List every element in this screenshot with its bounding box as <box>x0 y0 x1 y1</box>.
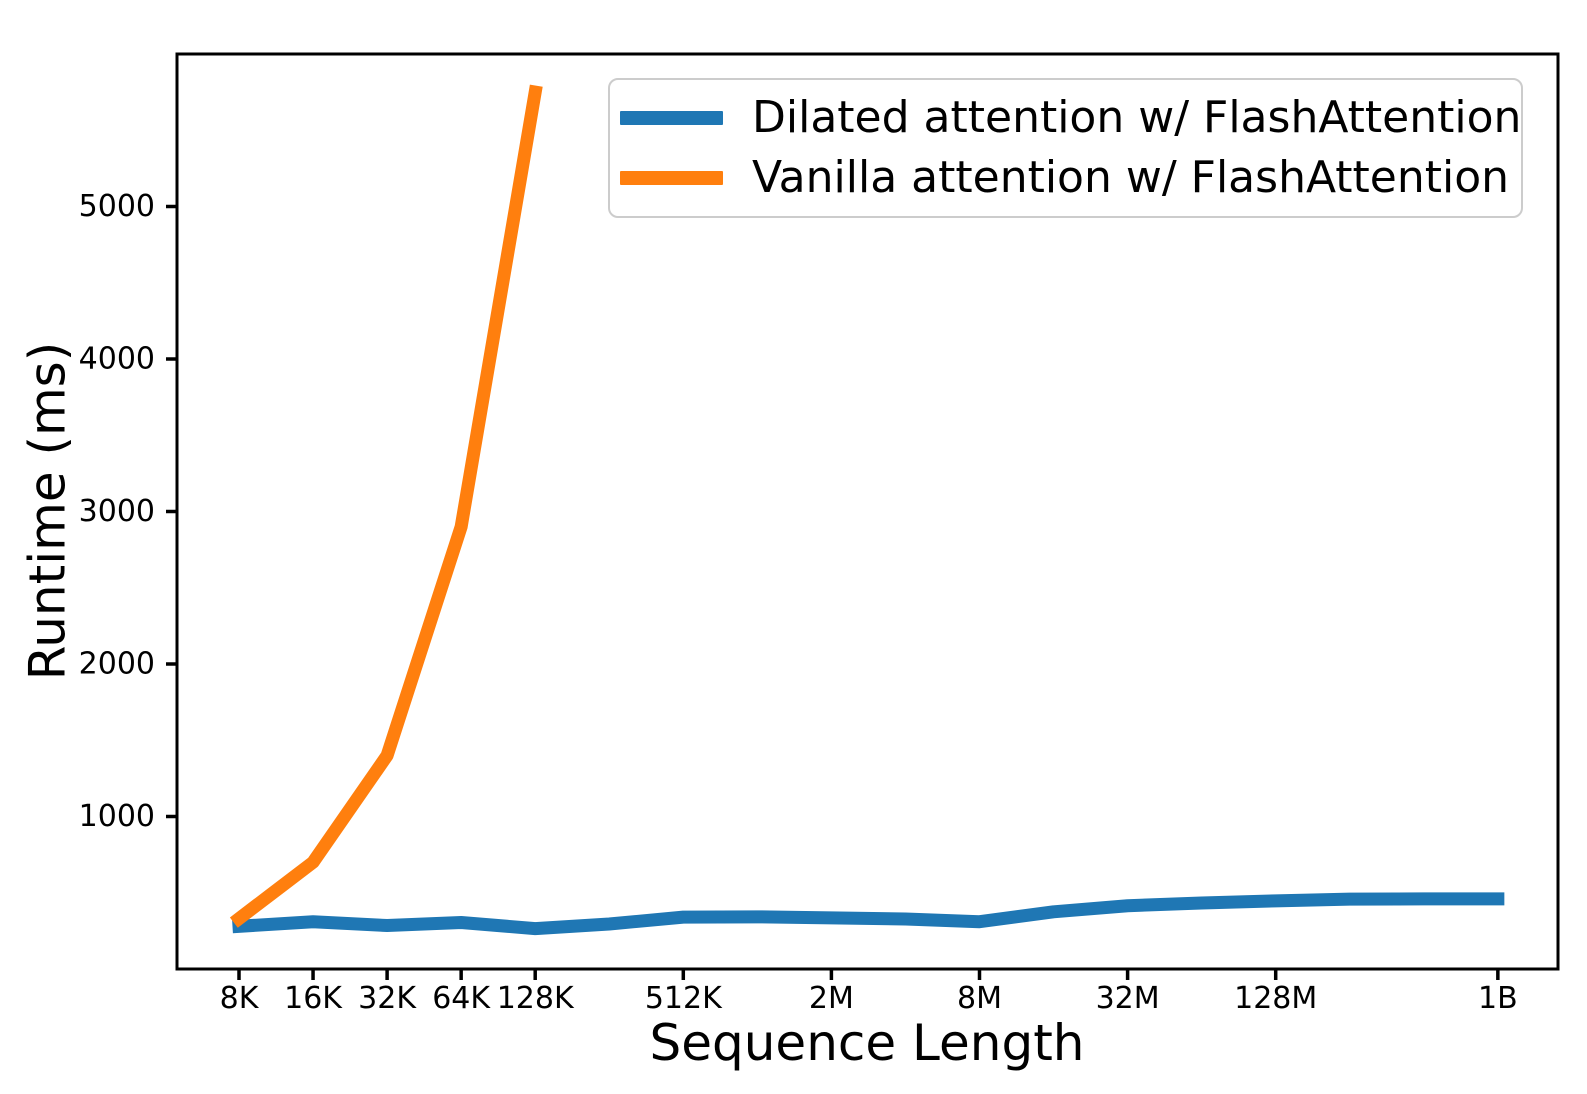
x-axis-label: Sequence Length <box>649 1014 1085 1072</box>
series-line-1 <box>229 84 543 928</box>
legend-item-dilated-attention: Dilated attention w/ FlashAttention <box>620 96 1521 140</box>
legend-label-dilated-attention: Dilated attention w/ FlashAttention <box>752 92 1522 143</box>
x-tick-label: 16K <box>284 981 343 1016</box>
y-tick-label: 1000 <box>79 799 155 834</box>
x-tick-label: 64K <box>432 981 491 1016</box>
y-axis-label: Runtime (ms) <box>18 341 77 681</box>
x-tick-label: 8M <box>957 981 1002 1016</box>
x-tick-label: 128M <box>1234 981 1317 1016</box>
x-tick-label: 32M <box>1096 981 1160 1016</box>
x-tick-label: 32K <box>358 981 417 1016</box>
legend-label-vanilla-attention: Vanilla attention w/ FlashAttention <box>752 152 1510 203</box>
legend-swatch-dilated-attention <box>620 111 723 125</box>
y-tick-label: 4000 <box>79 342 155 377</box>
legend-swatch-vanilla-attention <box>620 171 723 185</box>
x-tick-label: 512K <box>645 981 723 1016</box>
series-line-0 <box>232 892 1505 936</box>
x-tick-label: 128K <box>497 981 575 1016</box>
plot-frame <box>175 52 1560 971</box>
y-tick-label: 3000 <box>79 494 155 529</box>
y-tick-label: 5000 <box>79 189 155 224</box>
y-tick-label: 2000 <box>79 647 155 682</box>
x-tick-label: 1B <box>1478 981 1518 1016</box>
x-tick-label: 2M <box>809 981 854 1016</box>
legend: Dilated attention w/ FlashAttention Vani… <box>608 78 1523 218</box>
x-tick-label: 8K <box>220 981 260 1016</box>
legend-item-vanilla-attention: Vanilla attention w/ FlashAttention <box>620 156 1521 200</box>
